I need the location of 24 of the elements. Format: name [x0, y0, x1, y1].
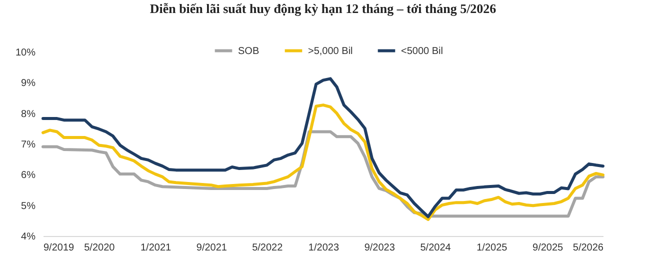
line-series	[42, 77, 604, 218]
y-tick-label: 10%	[15, 48, 36, 58]
x-tick-label: 9/2023	[364, 242, 396, 254]
y-tick-label: 6%	[21, 170, 36, 182]
y-tick-label: 8%	[21, 108, 36, 120]
x-tick-label: 5/2026	[572, 242, 604, 254]
x-tick-label: 9/2021	[196, 242, 228, 254]
chart-title: Diễn biến lãi suất huy động kỳ hạn 12 tháng – tới tháng 5/2026	[150, 1, 497, 16]
x-tick-label: 1/2025	[476, 242, 508, 254]
x-tick-label: 9/2025	[532, 242, 564, 254]
x-tick-label: 1/2021	[140, 242, 172, 254]
y-tick-label: 5%	[21, 200, 36, 212]
line-series	[42, 104, 604, 221]
y-tick-label: 9%	[21, 78, 36, 90]
legend-label: >5,000 Bil	[308, 46, 353, 57]
legend-label: SOB	[238, 46, 260, 57]
x-tick-label: 5/2022	[252, 242, 284, 254]
y-tick-label: 4%	[21, 232, 36, 242]
x-tick-label: 9/2019	[44, 242, 75, 254]
x-tick-label: 5/2024	[420, 242, 452, 254]
x-tick-label: 5/2020	[84, 242, 116, 254]
legend-label: <5000 Bil	[401, 46, 443, 57]
x-tick-label: 1/2023	[308, 242, 340, 254]
y-tick-label: 7%	[21, 140, 36, 150]
